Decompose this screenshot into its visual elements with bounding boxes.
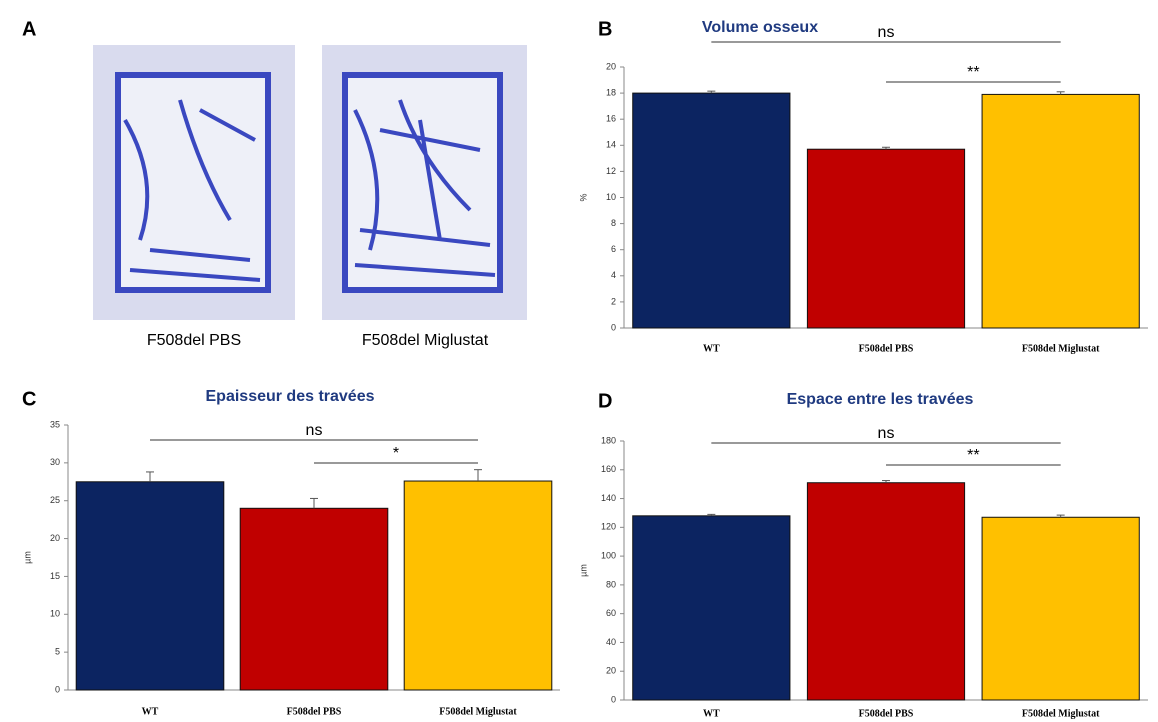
chart-title: Espace entre les travées	[787, 391, 974, 408]
y-tick-label: 40	[606, 637, 616, 647]
y-tick-label: 8	[611, 218, 616, 228]
panel-letter: A	[22, 18, 36, 40]
y-tick-label: 14	[606, 140, 616, 150]
y-tick-label: 180	[601, 435, 616, 445]
panel-letter: C	[22, 388, 36, 410]
y-tick-label: 20	[606, 666, 616, 676]
y-tick-label: 4	[611, 270, 616, 280]
bar	[982, 517, 1139, 700]
x-tick-label: F508del PBS	[859, 343, 914, 354]
y-tick-label: 12	[606, 166, 616, 176]
bar	[76, 482, 224, 690]
x-tick-label: F508del PBS	[859, 708, 914, 719]
bar	[240, 508, 388, 690]
y-tick-label: 35	[50, 419, 60, 429]
y-tick-label: 10	[606, 192, 616, 202]
x-tick-label: F508del PBS	[287, 706, 342, 717]
y-tick-label: 140	[601, 493, 616, 503]
y-tick-label: 80	[606, 579, 616, 589]
y-tick-label: 20	[606, 61, 616, 71]
significance-label: ns	[878, 425, 895, 442]
chart-title: Epaisseur des travées	[206, 388, 375, 405]
y-tick-label: 0	[55, 684, 60, 694]
x-tick-label: WT	[703, 708, 720, 719]
significance-label: ns	[306, 422, 323, 439]
bar	[807, 483, 964, 700]
image-caption: F508del Miglustat	[362, 332, 489, 349]
bar	[404, 481, 552, 690]
y-tick-label: 60	[606, 608, 616, 618]
x-tick-label: F508del Miglustat	[1022, 343, 1100, 354]
y-tick-label: 18	[606, 87, 616, 97]
bar	[807, 149, 964, 328]
y-tick-label: 15	[50, 571, 60, 581]
y-tick-label: 16	[606, 114, 616, 124]
y-axis-label: µm	[578, 564, 588, 577]
x-tick-label: F508del Miglustat	[1022, 708, 1100, 719]
figure: A F508del PBS F508del Miglustat B Volume …	[0, 0, 1158, 722]
y-tick-label: 120	[601, 522, 616, 532]
bone-outline	[345, 75, 500, 290]
x-tick-label: WT	[703, 343, 720, 354]
y-tick-label: 20	[50, 533, 60, 543]
y-tick-label: 100	[601, 550, 616, 560]
y-tick-label: 2	[611, 296, 616, 306]
significance-label: *	[393, 445, 399, 462]
bar	[982, 94, 1139, 328]
y-tick-label: 6	[611, 244, 616, 254]
y-tick-label: 5	[55, 647, 60, 657]
y-axis-label: µm	[22, 551, 32, 564]
y-tick-label: 0	[611, 694, 616, 704]
chart-title: Volume osseux	[702, 19, 818, 36]
y-tick-label: 160	[601, 464, 616, 474]
image-caption: F508del PBS	[147, 332, 241, 349]
bar	[633, 516, 790, 700]
x-tick-label: F508del Miglustat	[439, 706, 517, 717]
y-tick-label: 0	[611, 322, 616, 332]
x-tick-label: WT	[142, 706, 159, 717]
y-axis-label: %	[578, 193, 588, 201]
y-tick-label: 30	[50, 457, 60, 467]
panel-letter: B	[598, 18, 612, 40]
y-tick-label: 25	[50, 495, 60, 505]
panel-a: A F508del PBS F508del Miglustat	[22, 18, 527, 349]
significance-label: **	[967, 64, 979, 81]
y-tick-label: 10	[50, 609, 60, 619]
panel-letter: D	[598, 390, 612, 412]
bar	[633, 93, 790, 328]
significance-label: ns	[878, 24, 895, 41]
significance-label: **	[967, 447, 979, 464]
